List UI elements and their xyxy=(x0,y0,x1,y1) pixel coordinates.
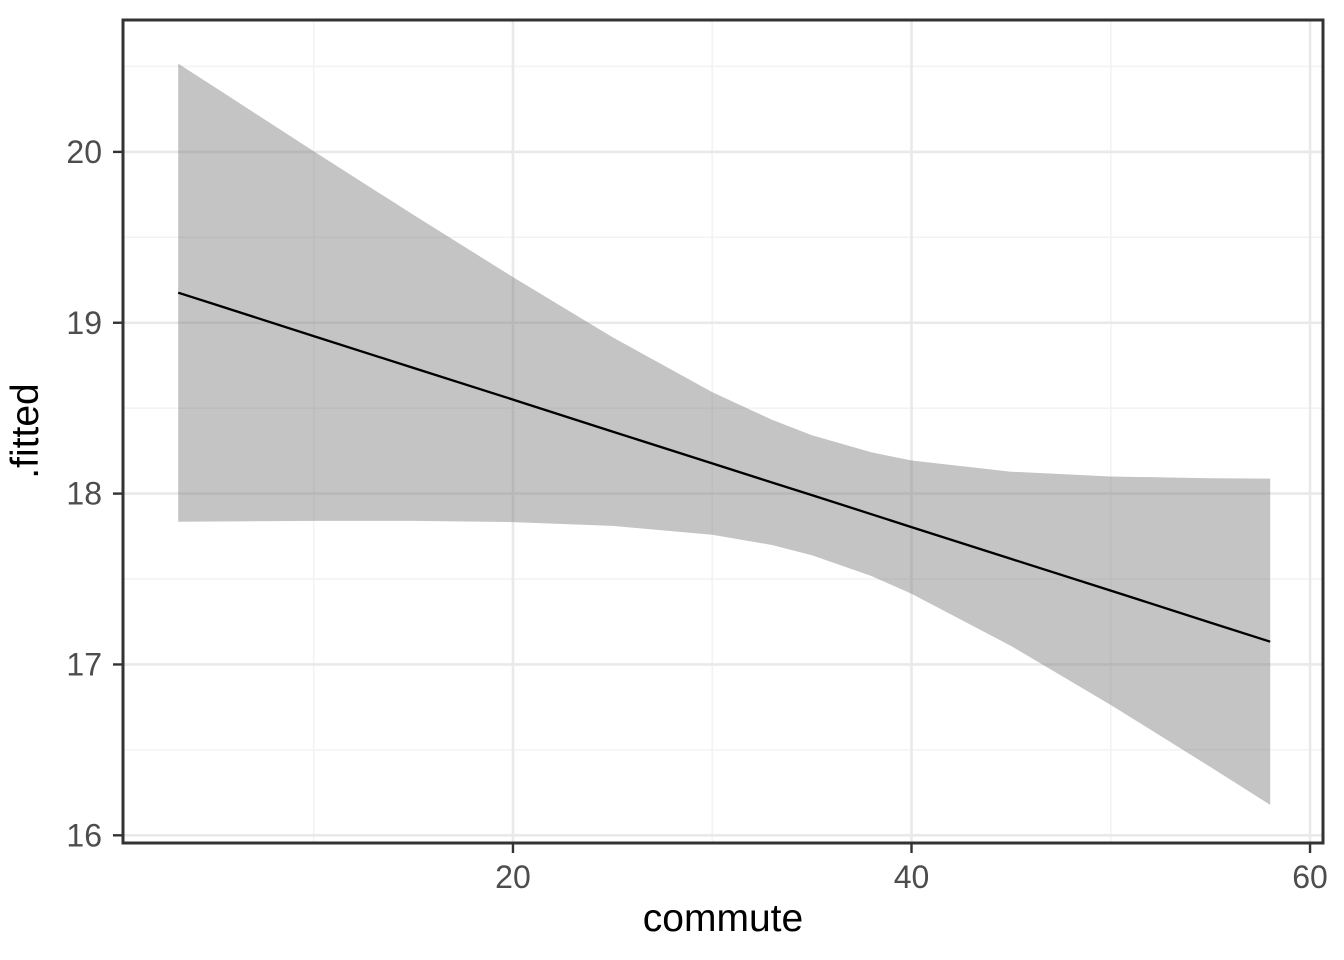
y-tick-label: 18 xyxy=(66,476,102,512)
y-tick-label: 19 xyxy=(66,305,102,341)
y-tick-label: 17 xyxy=(66,646,102,682)
plot-generated-layers: 20 40 60 16 17 18 19 20 xyxy=(66,18,1328,895)
y-tick-label: 16 xyxy=(66,817,102,853)
y-axis-title: .fitted xyxy=(4,383,47,478)
x-axis-title: commute xyxy=(643,897,803,940)
confidence-ribbon xyxy=(178,63,1271,805)
panel-background xyxy=(123,20,1323,843)
x-tick-label: 40 xyxy=(894,859,930,895)
panel-border xyxy=(121,18,1325,845)
y-tick-label: 20 xyxy=(66,134,102,170)
x-tick-label: 20 xyxy=(495,859,531,895)
fitted-line xyxy=(177,291,1271,643)
x-tick-label: 60 xyxy=(1292,859,1328,895)
